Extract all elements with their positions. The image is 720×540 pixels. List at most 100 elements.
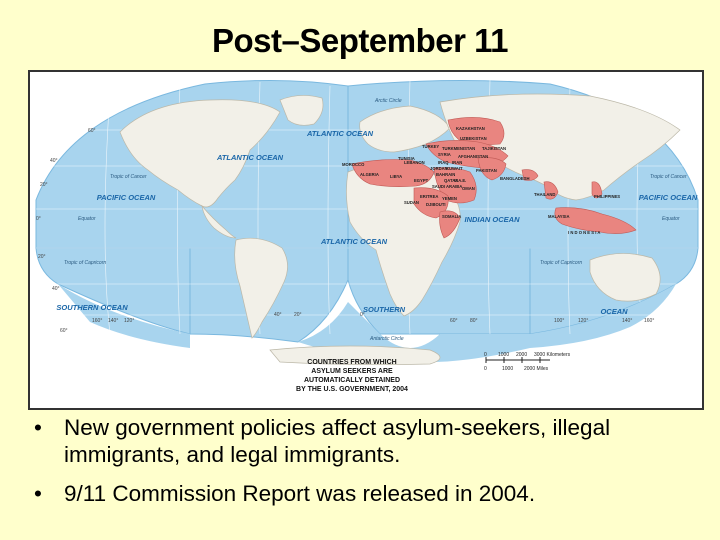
country-label-pakistan: PAKISTAN — [476, 168, 497, 173]
scale-mi-2000: 2000 Miles — [524, 366, 549, 372]
deg-lon-140e: 140° — [622, 318, 632, 324]
country-label-lebanon: LEBANON — [404, 160, 425, 165]
label-arctic-circle: Arctic Circle — [374, 98, 402, 104]
bullet-item: • New government policies affect asylum-… — [28, 414, 698, 468]
country-label-syria: SYRIA — [438, 152, 451, 157]
country-label-malaysia: MALAYSIA — [548, 214, 569, 219]
deg-lat-60s: 60° — [60, 328, 68, 334]
country-label-kazakhstan: KAZAKHSTAN — [456, 126, 485, 131]
bullet-list: • New government policies affect asylum-… — [28, 414, 698, 519]
deg-lon-40w: 40° — [274, 312, 282, 318]
bullet-dot: • — [34, 415, 42, 440]
country-label-turkey: TURKEY — [422, 144, 439, 149]
country-label-libya: LIBYA — [390, 174, 402, 179]
country-label-djibouti: DJIBOUTI — [426, 202, 446, 207]
deg-lat-20n: 20° — [40, 182, 48, 188]
deg-lon-20w: 20° — [294, 312, 302, 318]
caption-line-4: BY THE U.S. GOVERNMENT, 2004 — [296, 386, 408, 393]
scale-km-3000: 3000 Kilometers — [534, 352, 571, 358]
deg-lon-60e: 60° — [450, 318, 458, 324]
label-tropic-capricorn-west: Tropic of Capricorn — [64, 260, 106, 266]
country-label-uae: U.A.E. — [454, 178, 466, 183]
country-label-somalia: SOMALIA — [442, 214, 461, 219]
deg-lon-140w: 140° — [108, 318, 118, 324]
label-tropic-capricorn-east: Tropic of Capricorn — [540, 260, 582, 266]
country-label-sudan: SUDAN — [404, 200, 419, 205]
label-equator-west: Equator — [78, 216, 96, 222]
ocean-lobe-south-tip-3 — [530, 284, 676, 348]
landmass-greenland — [279, 95, 324, 126]
landmass-south-america — [234, 237, 288, 339]
region-bangladesh — [521, 169, 539, 181]
country-label-yemen: YEMEN — [442, 196, 457, 201]
ocean-label-atlantic-mid: ATLANTIC OCEAN — [216, 153, 284, 162]
country-label-indonesia: I N D O N E S I A — [568, 230, 600, 235]
label-tropic-cancer-west: Tropic of Cancer — [110, 174, 147, 180]
country-label-tunisia: TUNISIA — [398, 156, 415, 161]
label-antarctic-circle: Antarctic Circle — [369, 336, 404, 342]
scale-mi-0: 0 — [484, 366, 487, 372]
ocean-label-atlantic-south: ATLANTIC OCEAN — [320, 237, 388, 246]
scale-km-0: 0 — [484, 352, 487, 358]
landmass-central-america — [201, 204, 237, 239]
map-canvas: ATLANTIC OCEAN ATLANTIC OCEAN ATLANTIC O… — [30, 72, 702, 408]
country-label-morocco: MOROCCO — [342, 162, 365, 167]
map-caption: COUNTRIES FROM WHICH ASYLUM SEEKERS ARE … — [296, 359, 408, 393]
region-pakistan — [477, 157, 507, 181]
region-somalia — [439, 210, 461, 239]
bullet-text: 9/11 Commission Report was released in 2… — [64, 481, 536, 506]
country-label-egypt: EGYPT — [414, 178, 429, 183]
deg-lon-120w: 120° — [124, 318, 134, 324]
scale-km-1000: 1000 — [498, 352, 509, 358]
ocean-label-indian: INDIAN OCEAN — [464, 215, 520, 224]
region-north-africa — [351, 159, 435, 187]
country-label-bahrain: BAHRAIN — [436, 172, 455, 177]
deg-lon-160w: 160° — [92, 318, 102, 324]
deg-lon-0: 0° — [360, 312, 365, 318]
caption-line-1: COUNTRIES FROM WHICH — [307, 359, 396, 366]
ocean-label-southern-mid: SOUTHERN — [363, 305, 406, 314]
region-thailand — [543, 181, 559, 200]
bullet-text: New government policies affect asylum-se… — [64, 415, 611, 467]
landmass-australia — [589, 253, 661, 302]
ocean-label-southern-west: SOUTHERN OCEAN — [56, 303, 128, 312]
deg-lat-60n: 60° — [88, 128, 96, 134]
country-label-saudi-arabia: SAUDI ARABIA — [432, 184, 462, 189]
ocean-label-atlantic-north: ATLANTIC OCEAN — [306, 129, 374, 138]
deg-lon-100e: 100° — [554, 318, 564, 324]
region-central-asia — [447, 117, 505, 145]
country-label-tajikistan: TAJIKISTAN — [482, 146, 506, 151]
scale-mi-1000: 1000 — [502, 366, 513, 372]
country-label-eritrea: ERITREA — [420, 194, 438, 199]
country-label-oman: OMAN — [462, 186, 475, 191]
country-label-philippines: PHILIPPINES — [594, 194, 620, 199]
landmass-north-america — [119, 99, 281, 208]
country-label-algeria: ALGERIA — [360, 172, 379, 177]
highlighted-countries — [351, 117, 637, 239]
ocean-label-pacific-east: PACIFIC OCEAN — [639, 193, 698, 202]
world-map: ATLANTIC OCEAN ATLANTIC OCEAN ATLANTIC O… — [28, 70, 704, 410]
ocean-lobe-south-tip-1 — [58, 284, 190, 348]
label-tropic-cancer-east: Tropic of Cancer — [650, 174, 687, 180]
label-equator-east: Equator — [662, 216, 680, 222]
deg-lat-20s: 20° — [38, 254, 46, 260]
ocean-label-pacific-west: PACIFIC OCEAN — [97, 193, 156, 202]
deg-lat-40n: 40° — [50, 158, 58, 164]
scale-bar: 0 1000 2000 3000 Kilometers 0 1000 2000 … — [484, 352, 571, 372]
country-label-jordan: JORDAN — [430, 166, 448, 171]
country-label-uzbekistan: UZBEKISTAN — [460, 136, 487, 141]
country-label-afghanistan: AFGHANISTAN — [458, 154, 488, 159]
deg-lon-80e: 80° — [470, 318, 478, 324]
deg-lon-120e: 120° — [578, 318, 588, 324]
country-label-thailand: THAILAND — [534, 192, 555, 197]
caption-line-3: AUTOMATICALLY DETAINED — [304, 377, 400, 384]
bullet-item: • 9/11 Commission Report was released in… — [28, 480, 698, 507]
deg-lat-0: 0° — [36, 216, 41, 222]
deg-lon-160e: 160° — [644, 318, 654, 324]
slide-title: Post–September 11 — [212, 22, 508, 59]
country-label-kuwait: KUWAIT — [446, 166, 463, 171]
country-label-turkmenistan: TURKMENISTAN — [442, 146, 475, 151]
caption-line-2: ASYLUM SEEKERS ARE — [311, 368, 393, 375]
ocean-lobe-south-1 — [35, 247, 191, 335]
country-label-qatar: QATAR — [444, 178, 458, 183]
